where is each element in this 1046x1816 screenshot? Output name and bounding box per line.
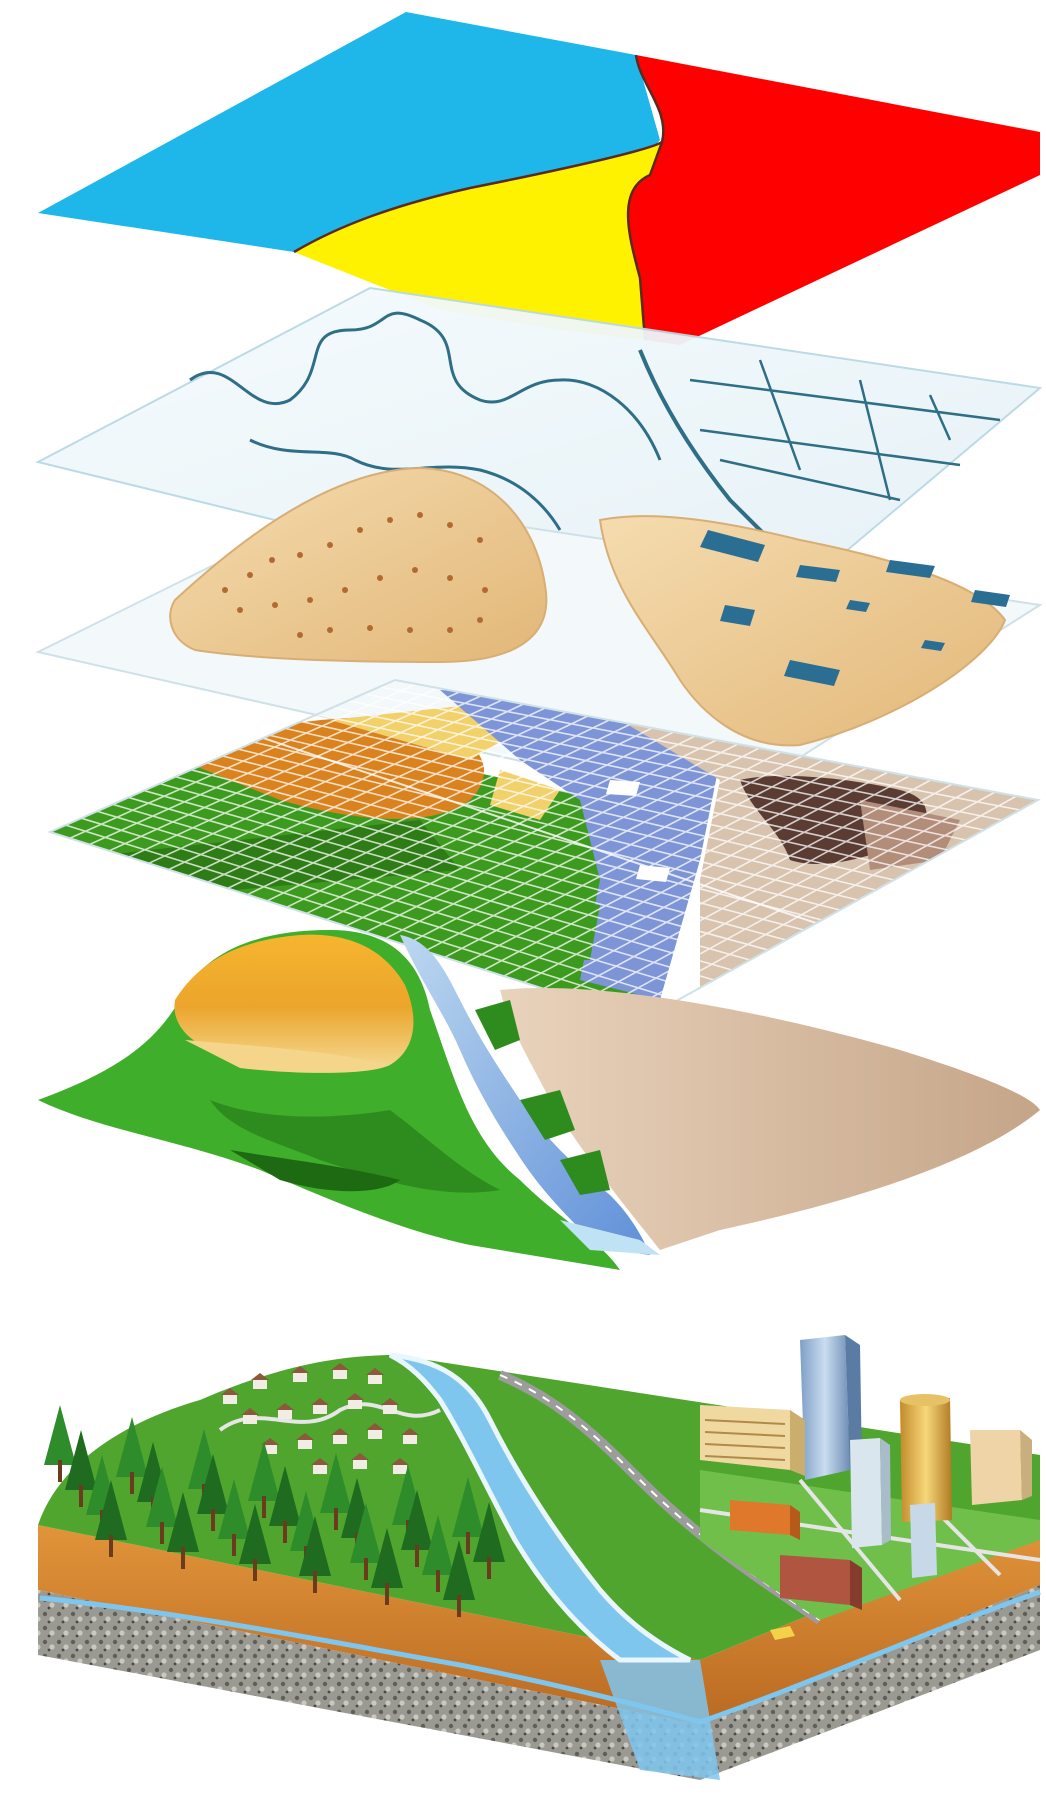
layer-real-world — [38, 1335, 1041, 1780]
pine-tree-icon — [401, 1490, 433, 1567]
building-gold — [900, 1394, 952, 1522]
pine-tree-icon — [218, 1479, 250, 1556]
house-cluster — [218, 1363, 441, 1474]
pine-tree-icon — [239, 1504, 271, 1581]
house-icon — [401, 1428, 419, 1444]
building-beige-right — [970, 1430, 1032, 1505]
car — [770, 1626, 795, 1640]
rock-layer — [38, 1585, 1040, 1780]
pine-tree-icon — [320, 1453, 352, 1530]
house-icon — [381, 1398, 399, 1414]
zone-sand — [294, 142, 662, 340]
house-icon — [221, 1388, 239, 1404]
pine-tree-icon — [95, 1480, 127, 1557]
house-icon — [351, 1453, 369, 1469]
house-icon — [296, 1433, 314, 1449]
pine-tree-icon — [197, 1454, 229, 1531]
pine-tree-icon — [473, 1502, 505, 1579]
river — [388, 1352, 692, 1663]
road-line — [638, 349, 792, 562]
groundwater-line — [39, 1589, 1041, 1725]
raster-blue — [440, 690, 720, 1000]
building-beige-left — [700, 1405, 805, 1476]
pine-tree-icon — [299, 1516, 331, 1593]
forest — [44, 1405, 505, 1617]
surface-hill — [174, 934, 414, 1065]
pine-tree-icon — [167, 1492, 199, 1569]
boundary-line — [189, 311, 662, 461]
pine-tree-icon — [44, 1405, 76, 1482]
surface-sand — [500, 988, 1040, 1250]
zone-border — [293, 140, 663, 254]
house-icon — [331, 1428, 349, 1444]
pine-tree-icon — [116, 1417, 148, 1494]
house-icon — [241, 1408, 259, 1424]
building-footprints — [700, 530, 1010, 686]
layer-zones — [38, 12, 1040, 345]
pine-tree-icon — [269, 1466, 301, 1543]
house-icon — [346, 1393, 364, 1409]
building-brick — [780, 1555, 862, 1610]
house-icon — [311, 1458, 329, 1474]
city-buildings — [700, 1335, 1032, 1610]
soil-layer — [38, 1520, 1040, 1725]
pine-tree-icon — [422, 1515, 454, 1592]
house-icon — [311, 1398, 329, 1414]
point-dots — [222, 512, 488, 638]
house-icon — [261, 1438, 279, 1454]
house-icon — [391, 1458, 409, 1474]
house-icon — [366, 1423, 384, 1439]
pine-tree-icon — [443, 1540, 475, 1617]
house-icon — [366, 1368, 384, 1384]
skyscraper-icon — [800, 1335, 862, 1480]
building-white — [850, 1438, 891, 1548]
pine-tree-icon — [452, 1477, 484, 1554]
pine-tree-icon — [371, 1528, 403, 1605]
house-icon — [251, 1373, 269, 1389]
sand-patch — [169, 466, 548, 664]
house-icon — [276, 1403, 294, 1419]
pine-tree-icon — [65, 1430, 97, 1507]
pine-tree-icon — [248, 1441, 280, 1518]
layer-surface — [38, 930, 1040, 1270]
building-glass-small — [910, 1503, 937, 1578]
layer-terrain-points — [35, 466, 1043, 771]
building-orange — [730, 1500, 800, 1540]
surface-river — [400, 935, 650, 1255]
house-icon — [331, 1363, 349, 1379]
house-icon — [291, 1366, 309, 1382]
zone-fire — [628, 55, 1040, 345]
pine-tree-icon — [350, 1503, 382, 1580]
pine-tree-icon — [146, 1467, 178, 1544]
